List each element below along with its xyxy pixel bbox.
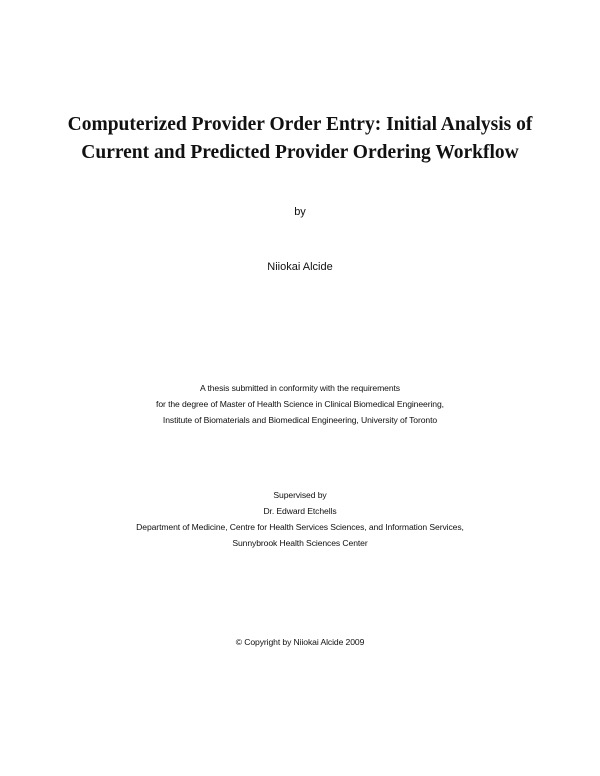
supervisor-institution: Sunnybrook Health Sciences Center: [232, 538, 368, 548]
by-label: by: [294, 206, 306, 218]
copyright-notice: © Copyright by Niiokai Alcide 2009: [235, 637, 365, 647]
submission-line-2: for the degree of Master of Health Scien…: [156, 399, 444, 409]
supervisor-name: Dr. Edward Etchells: [263, 506, 337, 516]
thesis-title-line-1: Computerized Provider Order Entry: Initi…: [67, 114, 533, 135]
supervisor-department: Department of Medicine, Centre for Healt…: [136, 522, 464, 532]
author-name: Niiokai Alcide: [267, 261, 333, 273]
thesis-title-line-2: Current and Predicted Provider Ordering …: [81, 142, 519, 163]
submission-line-3: Institute of Biomaterials and Biomedical…: [162, 415, 438, 425]
supervised-by-label: Supervised by: [273, 490, 327, 500]
submission-line-1: A thesis submitted in conformity with th…: [200, 383, 400, 393]
